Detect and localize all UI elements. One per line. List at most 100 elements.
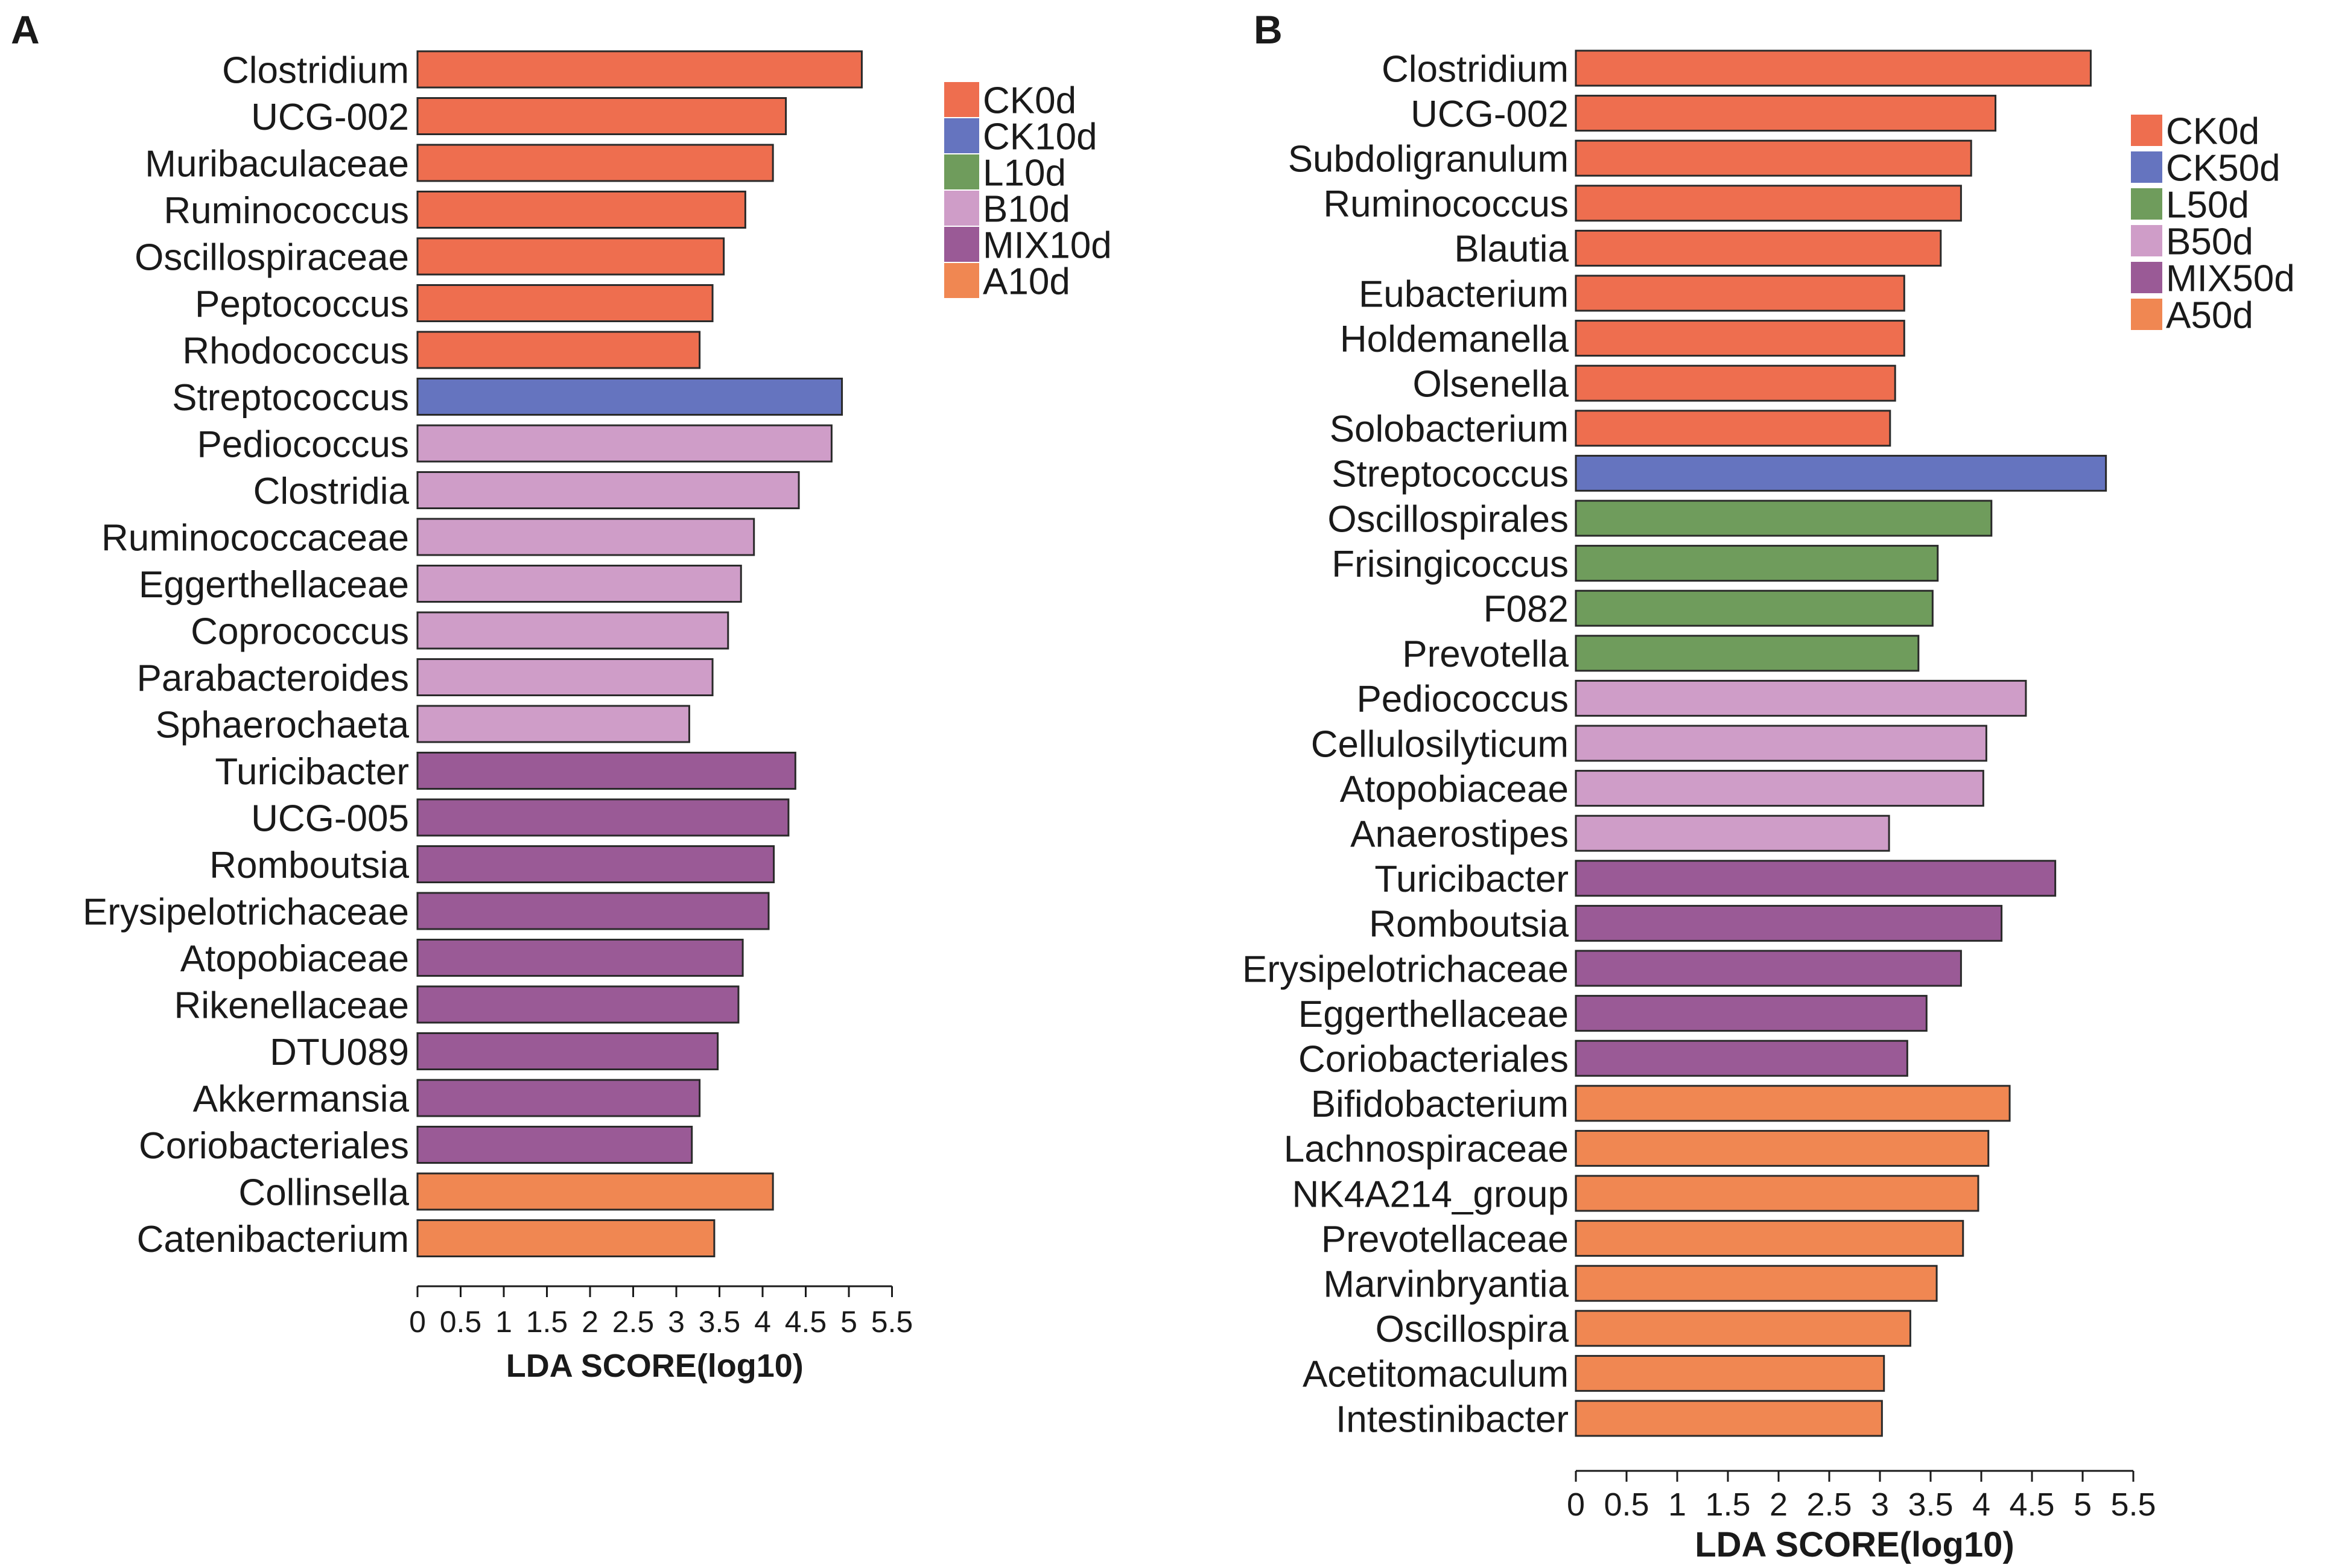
panel-b-bar-blautia: [1575, 229, 1942, 267]
panel-a-legend-label: CK0d: [983, 80, 1076, 121]
panel-a-legend-label: MIX10d: [983, 224, 1112, 266]
panel-b-x-tick-label: 2.5: [1806, 1487, 1852, 1523]
panel-a-bar-label: Akkermansia: [193, 1078, 410, 1120]
panel-a-x-tick-label: 5: [840, 1305, 857, 1339]
panel-b-bar-anaerostipes: [1575, 814, 1890, 852]
panel-a-bar-label: UCG-002: [251, 97, 409, 138]
panel-a-bar-turicibacter: [416, 752, 796, 790]
panel-b-bar-acetitomaculum: [1575, 1354, 1885, 1392]
panel-a-bar-label: Pediococcus: [197, 424, 409, 465]
panel-a-bar-ruminococcus: [416, 191, 746, 229]
panel-b-bar-label: Prevotellaceae: [1321, 1219, 1569, 1260]
panel-a-bar-ruminococcaceae: [416, 518, 755, 556]
panel-b-legend-swatch: [2131, 225, 2162, 256]
panel-a-bar-label: Atopobiaceae: [180, 938, 409, 980]
panel-b-bar-label: Clostridium: [1382, 48, 1569, 90]
panel-b-bar-prevotellaceae: [1575, 1220, 1964, 1257]
panel-a-bar-label: DTU089: [270, 1032, 409, 1073]
panel-a-x-tick-label: 3: [668, 1305, 685, 1339]
panel-a-bar-muribaculaceae: [416, 144, 774, 182]
panel-b-legend-label: B50d: [2166, 221, 2253, 262]
panel-a-bar-label: Sphaerochaeta: [155, 704, 409, 746]
panel-a-bar-dtu089: [416, 1032, 719, 1070]
panel-b-legend-swatch: [2131, 115, 2162, 146]
panel-a-bar-romboutsia: [416, 845, 775, 883]
panel-b-bar-intestinibacter: [1575, 1400, 1883, 1437]
panel-a-bar-label: Eggerthellaceae: [139, 564, 409, 606]
panel-b-legend-swatch: [2131, 299, 2162, 330]
panel-b-bar-label: Eggerthellaceae: [1298, 994, 1569, 1035]
panel-b-bar-label: Turicibacter: [1374, 859, 1569, 900]
panel-b-bar-streptococcus: [1575, 454, 2107, 492]
panel-b-bar-holdemanella: [1575, 320, 1905, 357]
panel-a-bar-sphaerochaeta: [416, 705, 690, 743]
panel-b-bar-clostridium: [1575, 49, 2092, 87]
panel-a-x-tick-label: 4: [754, 1305, 771, 1339]
panel-b-bar-label: F082: [1484, 589, 1569, 630]
panel-b-bar-label: Oscillospirales: [1327, 498, 1569, 540]
panel-b-legend-label: L50d: [2166, 184, 2249, 226]
panel-b-bar-oscillospira: [1575, 1310, 1911, 1347]
panel-a-chart: A Clostridium UCG-002 Muribaculaceae Ruminoc…: [11, 7, 1112, 1384]
panel-a-bar-label: Parabacteroides: [137, 658, 410, 699]
panel-a-legend-swatch: [944, 154, 979, 189]
panel-b-x-axis-label: LDA SCORE(log10): [1695, 1525, 2014, 1564]
panel-b-x-tick-label: 4.5: [2009, 1487, 2054, 1523]
panel-b-bar-olsenella: [1575, 364, 1896, 402]
panel-b-bar-label: Marvinbryantia: [1323, 1264, 1569, 1306]
panel-b-legend-label: CK0d: [2166, 110, 2259, 152]
panel-b-x-tick-label: 1: [1668, 1487, 1686, 1523]
panel-b-legend-swatch: [2131, 262, 2162, 293]
panel-b-legend-label: MIX50d: [2166, 258, 2295, 299]
panel-a-bar-label: Ruminococcus: [163, 190, 409, 232]
panel-b-bar-label: Acetitomaculum: [1303, 1354, 1569, 1395]
panel-b-bar-label: Blautia: [1454, 229, 1569, 270]
panel-b-bar-turicibacter: [1575, 860, 2057, 897]
panel-b-legend-swatch: [2131, 188, 2162, 220]
panel-a-bar-label: Coprococcus: [191, 611, 409, 652]
panel-a-x-tick-label: 0.5: [440, 1305, 482, 1339]
panel-a-bar-label: Clostridium: [222, 49, 409, 91]
panel-b-bar-f082: [1575, 589, 1934, 627]
panel-a-legend-label: L10d: [983, 152, 1066, 194]
panel-a-x-tick-label: 1: [495, 1305, 512, 1339]
panel-b-bar-prevotella: [1575, 635, 1920, 672]
panel-b-x-tick-label: 0.5: [1604, 1487, 1649, 1523]
panel-a-legend-swatch: [944, 263, 979, 298]
panel-b-x-tick-label: 0: [1567, 1487, 1585, 1523]
panel-a-bar-label: Turicibacter: [215, 751, 409, 793]
panel-a-bar-label: Streptococcus: [172, 377, 409, 419]
panel-a-bar-label: Oscillospiraceae: [135, 236, 409, 278]
panel-b-bar-label: Streptococcus: [1332, 454, 1569, 495]
panel-b-bar-solobacterium: [1575, 410, 1891, 447]
panel-a-bar-peptococcus: [416, 284, 714, 322]
panel-a-bar-label: Collinsella: [238, 1172, 409, 1213]
panel-b-bar-label: Olsenella: [1413, 364, 1569, 405]
panel-a-bar-label: Romboutsia: [209, 845, 409, 886]
panel-a-x-tick-label: 3.5: [699, 1305, 741, 1339]
panel-b-bar-erysipelotrichaceae: [1575, 950, 1962, 987]
panel-b-bar-ruminococcus: [1575, 185, 1962, 222]
panel-b-bar-eggerthellaceae: [1575, 995, 1928, 1032]
panel-a-x-tick-label: 2: [582, 1305, 598, 1339]
panel-b-bar-label: Subdoligranulum: [1288, 139, 1569, 180]
panel-a-bar-clostridium: [416, 50, 863, 89]
panel-b-bar-oscillospirales: [1575, 500, 1993, 537]
panel-b-bar-atopobiaceae: [1575, 770, 1984, 807]
panel-b-bar-label: Erysipelotrichaceae: [1242, 948, 1569, 990]
panel-b-legend-swatch: [2131, 151, 2162, 183]
panel-b-x-tick-label: 3.5: [1908, 1487, 1953, 1523]
panel-a-bar-coriobacteriales: [416, 1126, 693, 1164]
panel-a-bar-catenibacterium: [416, 1219, 716, 1257]
panel-a-bar-label: Coriobacteriales: [139, 1125, 409, 1167]
panel-a-bar-label: Peptococcus: [195, 284, 409, 325]
panel-a-x-tick-label: 0: [409, 1305, 426, 1339]
panel-b-bar-eubacterium: [1575, 275, 1905, 312]
panel-b-bar-coriobacteriales: [1575, 1040, 1908, 1077]
panel-a-bar-pediococcus: [416, 424, 833, 463]
panel-a-legend-label: A10d: [983, 261, 1070, 302]
panel-a-bar-label: Rhodococcus: [182, 330, 409, 372]
panel-a-bar-atopobiaceae: [416, 939, 744, 977]
panel-b-bar-marvinbryantia: [1575, 1265, 1938, 1302]
panel-a-bar-label: Muribaculaceae: [145, 143, 409, 185]
